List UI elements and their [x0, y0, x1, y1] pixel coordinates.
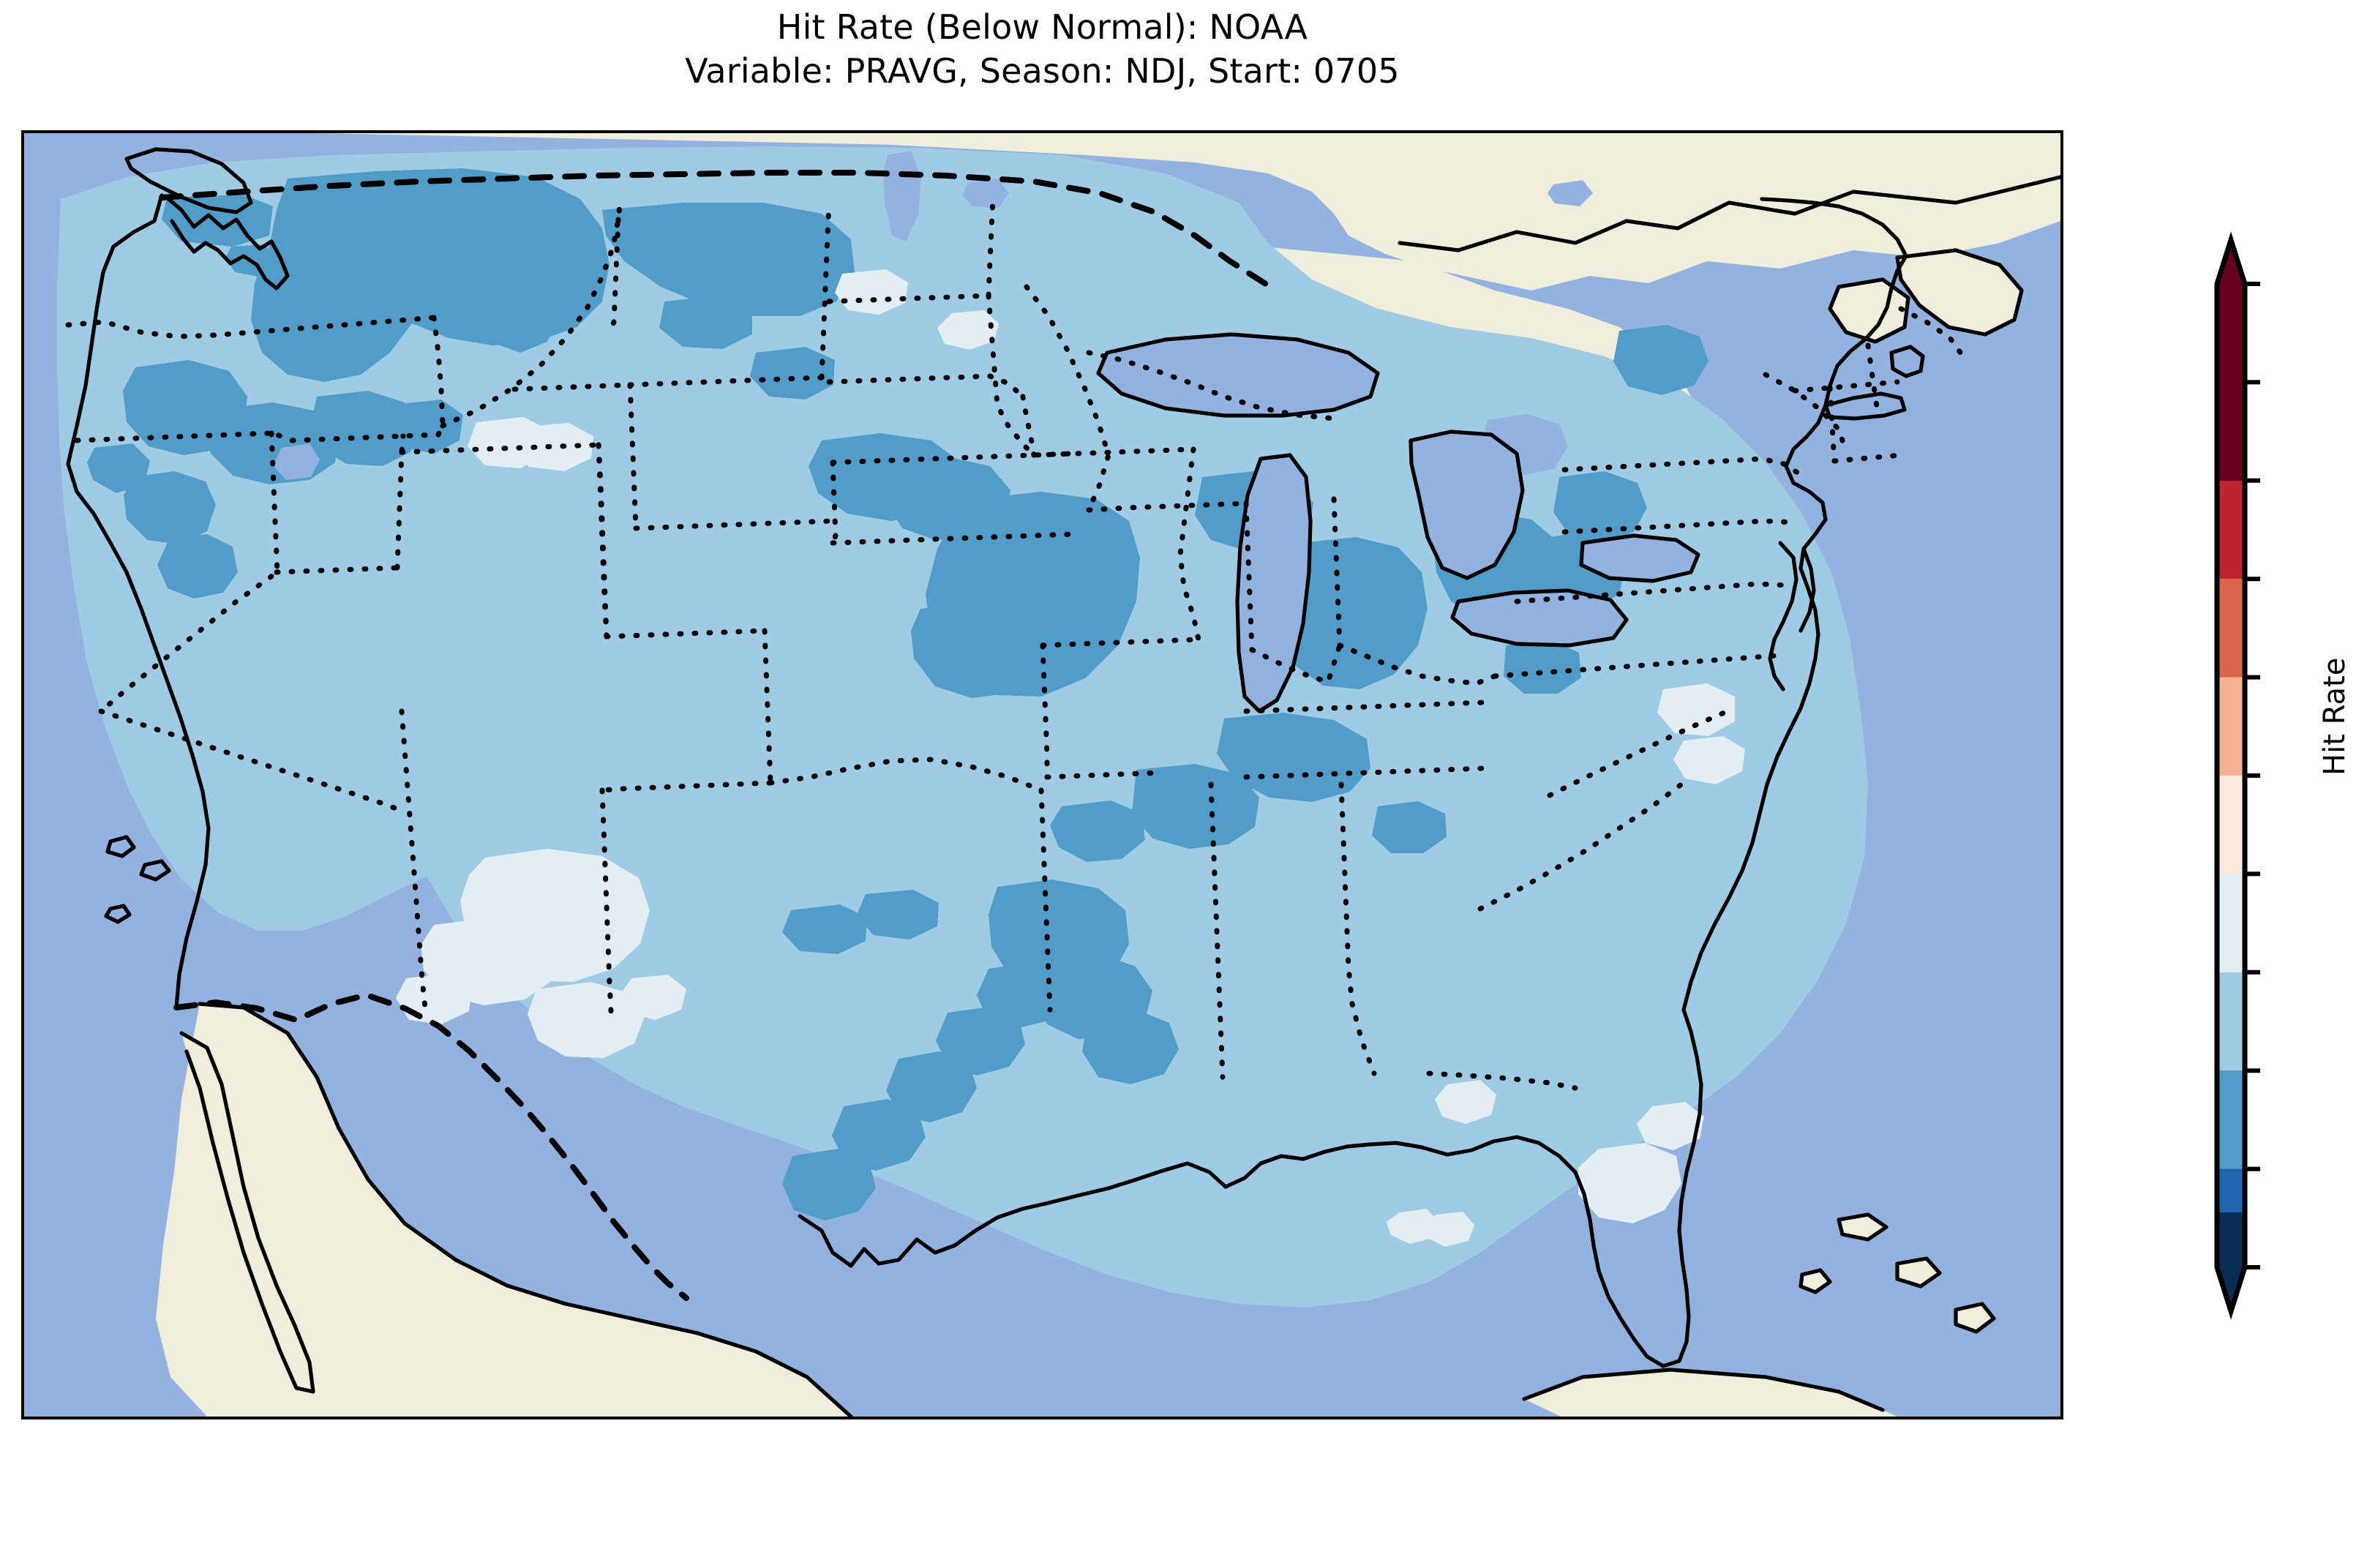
chart-title-line1: Hit Rate (Below Normal): NOAA	[0, 6, 2085, 50]
cbar-band-top	[2217, 284, 2245, 382]
map-graphic	[24, 133, 2060, 1417]
cbar-band-0.4-0.5	[2217, 874, 2245, 972]
colorbar[interactable]: 1.0 0.9 0.8 0.7 0.6 0.5 0.4 0.3 0.2 0.1 …	[2217, 284, 2245, 1267]
colorbar-axis-label: Hit Rate	[2318, 658, 2352, 776]
map-plot-area	[24, 133, 2060, 1417]
cbar-band-0.8-0.9	[2217, 481, 2245, 579]
cbar-band-0.3-0.4	[2217, 972, 2245, 1070]
colorbar-graphic	[2185, 231, 2302, 1329]
cbar-band-0.2-0.3	[2217, 1070, 2245, 1169]
chart-title-line2: Variable: PRAVG, Season: NDJ, Start: 070…	[0, 50, 2085, 94]
cbar-band-0.9-1.0	[2217, 382, 2245, 480]
cbar-band-0.5-0.6	[2217, 776, 2245, 874]
figure-canvas: Hit Rate (Below Normal): NOAA Variable: …	[0, 0, 2378, 1442]
chart-title-block: Hit Rate (Below Normal): NOAA Variable: …	[0, 6, 2085, 94]
map-axes[interactable]	[21, 130, 2063, 1419]
cbar-band-0.6-0.7	[2217, 678, 2245, 776]
cbar-band-0.7-0.8	[2217, 579, 2245, 677]
